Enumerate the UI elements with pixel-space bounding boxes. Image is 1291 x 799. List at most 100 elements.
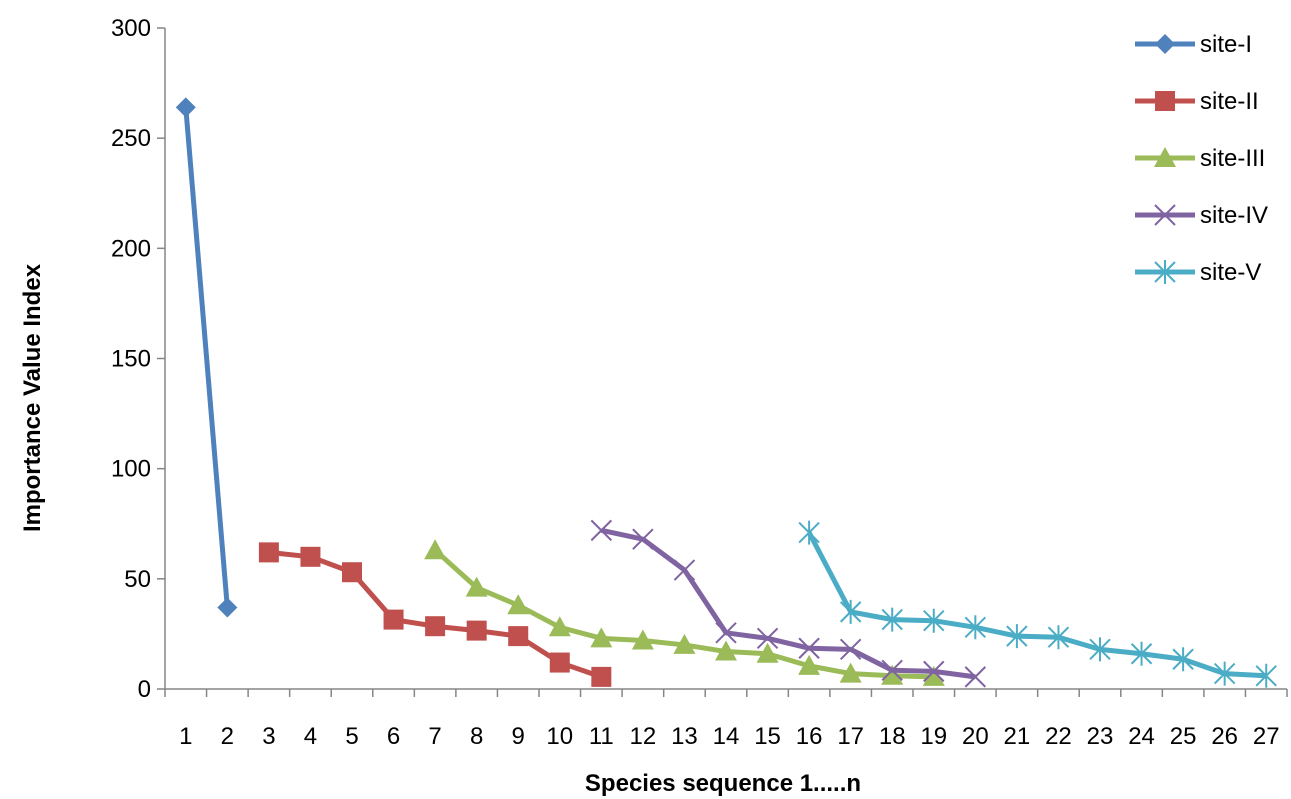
y-tick-label: 200 [111, 235, 151, 262]
data-point-site-III [507, 594, 530, 615]
x-tick-label: 21 [1004, 723, 1031, 750]
series-layer [175, 97, 1277, 688]
data-point-site-II [466, 620, 487, 641]
data-point-site-II [300, 546, 321, 567]
data-point-site-IV [964, 666, 987, 688]
y-tick-label: 300 [111, 15, 151, 42]
data-point-site-IV [673, 559, 696, 581]
legend-label: site-III [1200, 145, 1265, 172]
data-point-site-V [1006, 624, 1028, 649]
legend-label: site-V [1200, 259, 1261, 286]
data-point-site-III [465, 576, 488, 597]
y-tick-label: 150 [111, 346, 151, 373]
data-point-site-III [881, 664, 904, 685]
legend-entry-site-IV: site-IV [1135, 202, 1268, 229]
data-point-site-V [964, 615, 987, 640]
data-point-site-II [342, 562, 362, 583]
data-point-site-III [590, 627, 613, 648]
x-tick-label: 25 [1170, 723, 1197, 750]
legend-marker [1155, 91, 1175, 111]
data-point-site-V [839, 599, 862, 624]
series-site-V [798, 520, 1277, 688]
data-point-site-II [383, 609, 404, 630]
data-point-site-III [631, 629, 654, 650]
x-tick-label: 20 [962, 723, 989, 750]
data-point-site-IV [881, 659, 903, 681]
legend-label: site-I [1200, 31, 1252, 58]
x-tick-label: 24 [1128, 723, 1155, 750]
y-tick-label: 0 [138, 676, 151, 703]
data-point-site-V [1089, 637, 1111, 662]
y-tick-label: 250 [111, 125, 151, 152]
data-point-site-II [591, 666, 612, 687]
data-point-site-II [258, 542, 279, 563]
data-point-site-IV [923, 660, 945, 683]
data-point-site-V [1047, 625, 1070, 650]
data-point-site-III [715, 640, 737, 661]
data-point-site-V [1130, 641, 1153, 666]
data-point-site-IV [590, 519, 613, 542]
x-axis-title: Species sequence 1.....n [585, 770, 861, 797]
data-point-site-V [1172, 647, 1194, 672]
data-point-site-IV [715, 622, 737, 644]
data-point-site-V [1255, 663, 1277, 688]
series-line-site-IV [600, 527, 976, 680]
y-tick-label: 100 [111, 456, 151, 483]
x-tick-label: 18 [879, 723, 906, 750]
x-tick-label: 12 [630, 723, 657, 750]
x-tick-label: 17 [837, 723, 864, 750]
x-tick-label: 23 [1087, 723, 1114, 750]
x-tick-label: 2 [221, 723, 234, 750]
series-line-site-I [183, 107, 230, 608]
data-point-site-II [425, 616, 446, 637]
x-tick-label: 3 [262, 723, 275, 750]
x-tick-label: 6 [387, 723, 400, 750]
legend-marker [1154, 147, 1176, 167]
x-tick-label: 10 [546, 723, 573, 750]
data-point-site-IV [839, 638, 862, 661]
x-tick-label: 5 [345, 723, 358, 750]
x-tick-label: 11 [589, 723, 614, 750]
x-tick-label: 19 [920, 723, 947, 750]
data-point-site-III [922, 665, 945, 686]
x-tick-label: 1 [179, 723, 192, 750]
x-tick-label: 15 [754, 723, 781, 750]
data-point-site-III [424, 539, 447, 560]
legend-entry-site-I: site-I [1135, 31, 1252, 58]
data-point-site-V [923, 608, 945, 633]
series-site-IV [590, 519, 987, 688]
data-point-site-II [508, 626, 529, 647]
data-point-site-I [175, 97, 196, 118]
legend-label: site-II [1200, 88, 1259, 115]
legend-entry-site-V: site-V [1135, 259, 1261, 286]
data-point-site-III [839, 662, 862, 683]
legend: site-I site-II site-III site-IV site-V [1135, 31, 1268, 286]
x-tick-label: 16 [796, 723, 823, 750]
x-tick-label: 27 [1253, 723, 1280, 750]
x-tick-label: 26 [1211, 723, 1238, 750]
legend-label: site-IV [1200, 202, 1268, 229]
legend-marker [1154, 204, 1176, 226]
x-tick-label: 22 [1045, 723, 1072, 750]
legend-marker [1155, 34, 1175, 54]
x-tick-label: 4 [304, 723, 317, 750]
legend-marker [1154, 260, 1176, 284]
series-site-III [424, 539, 945, 686]
series-site-I [175, 97, 238, 618]
data-point-site-I [217, 597, 238, 618]
data-point-site-III [756, 642, 779, 663]
x-tick-label: 9 [512, 723, 525, 750]
data-point-site-IV [632, 528, 654, 550]
data-point-site-III [673, 633, 696, 654]
y-tick-label: 50 [124, 566, 151, 593]
data-point-site-V [798, 520, 820, 545]
x-tick-label: 7 [428, 723, 441, 750]
legend-entry-site-III: site-III [1135, 145, 1265, 172]
data-point-site-V [1213, 661, 1236, 686]
data-point-site-V [881, 607, 903, 632]
data-point-site-III [798, 654, 821, 675]
x-tick-label: 13 [671, 723, 698, 750]
